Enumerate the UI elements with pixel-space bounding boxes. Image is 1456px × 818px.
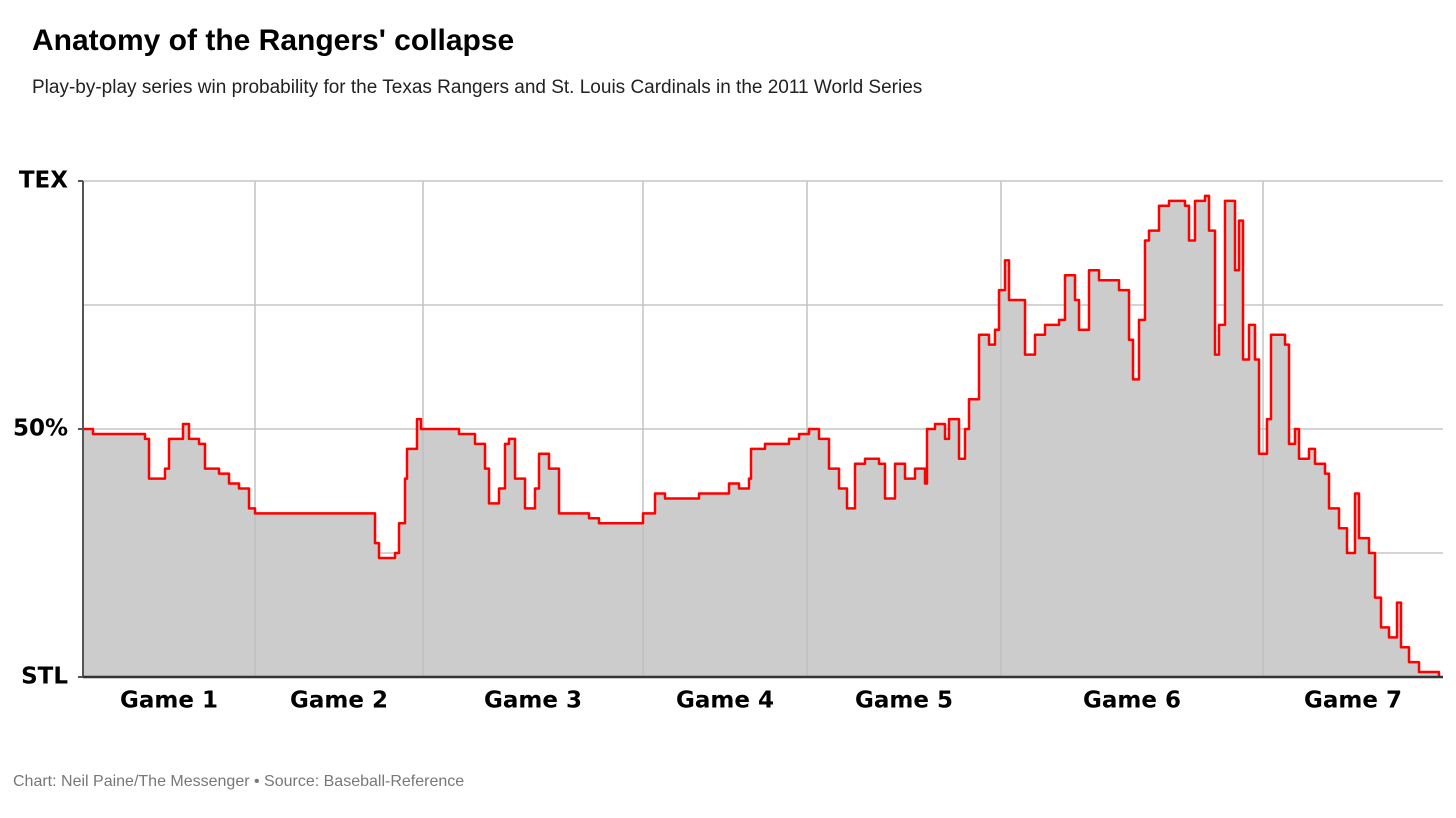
x-tick-label: Game 5	[855, 688, 953, 714]
x-tick-label: Game 7	[1304, 688, 1402, 714]
x-tick-label: Game 6	[1083, 688, 1181, 714]
chart-subtitle: Play-by-play series win probability for …	[32, 77, 922, 98]
y-tick-label: 50%	[13, 416, 68, 442]
area-fill	[83, 195, 1439, 677]
x-tick-label: Game 1	[120, 688, 218, 714]
chart-footer: Chart: Neil Paine/The Messenger • Source…	[13, 773, 464, 790]
x-tick-label: Game 2	[290, 688, 388, 714]
y-tick-label: STL	[21, 664, 68, 690]
y-tick-label: TEX	[19, 168, 68, 194]
chart-title: Anatomy of the Rangers' collapse	[32, 24, 514, 57]
win-prob-line	[83, 194, 1441, 677]
x-tick-label: Game 4	[676, 688, 774, 714]
x-tick-label: Game 3	[484, 688, 582, 714]
